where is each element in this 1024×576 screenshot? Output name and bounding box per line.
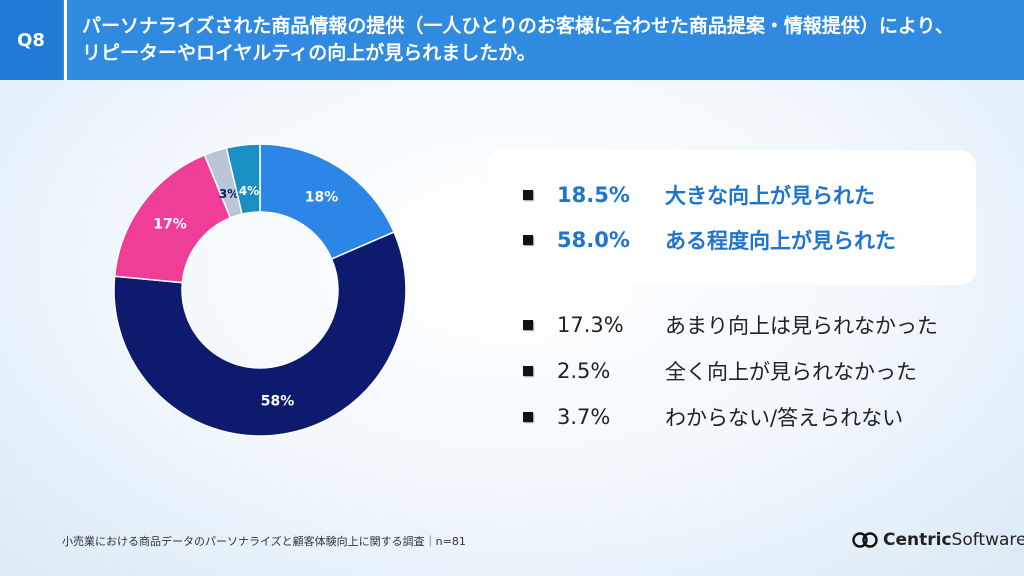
- question-number: Q8: [0, 0, 62, 80]
- legend-item-unknown: 3.7% わからない/答えられない: [523, 399, 903, 435]
- legend-label: ある程度向上が見られた: [665, 229, 896, 253]
- legend-item-large-improvement: 18.5% 大きな向上が見られた: [523, 177, 875, 213]
- legend-label: 大きな向上が見られた: [665, 184, 875, 208]
- legend-percent: 2.5%: [557, 359, 611, 383]
- legend-percent: 18.5%: [557, 183, 630, 207]
- legend-label: わからない/答えられない: [665, 406, 904, 430]
- donut-chart: 18% 58% 17% 3% 4%: [113, 143, 407, 437]
- legend-item-no-improvement: 2.5% 全く向上が見られなかった: [523, 353, 917, 389]
- legend-label: 全く向上が見られなかった: [665, 360, 917, 384]
- question-title: パーソナライズされた商品情報の提供（一人ひとりのお客様に合わせた商品提案・情報提…: [82, 13, 1012, 67]
- legend-item-some-improvement: 58.0% ある程度向上が見られた: [523, 222, 896, 258]
- donut-slice: [225, 143, 261, 216]
- slice-data-label: 3%: [219, 187, 239, 201]
- centric-logo-icon: [852, 532, 878, 548]
- legend-bullet: [523, 366, 533, 376]
- highlight-box: [487, 150, 976, 285]
- slice-data-label: 18%: [305, 189, 339, 205]
- legend-bullet: [523, 412, 533, 422]
- header-divider: [64, 0, 67, 80]
- donut-slice: [113, 231, 407, 437]
- legend-percent: 17.3%: [557, 313, 624, 337]
- slice-data-label: 17%: [153, 216, 187, 232]
- legend-bullet: [523, 235, 533, 245]
- legend-label: あまり向上は見られなかった: [665, 314, 938, 338]
- slice-data-label: 4%: [239, 184, 259, 198]
- slice-data-label: 58%: [261, 394, 295, 410]
- header-bar: Q8 パーソナライズされた商品情報の提供（一人ひとりのお客様に合わせた商品提案・…: [0, 0, 1024, 80]
- title-line-2: リピーターやロイヤルティの向上が見られましたか。: [82, 42, 536, 64]
- legend-percent: 58.0%: [557, 228, 630, 252]
- survey-source: 小売業における商品データのパーソナライズと顧客体験向上に関する調査｜n=81: [62, 535, 466, 548]
- legend-item-little-improvement: 17.3% あまり向上は見られなかった: [523, 307, 938, 343]
- legend-percent: 3.7%: [557, 405, 611, 429]
- legend-bullet: [523, 320, 533, 330]
- title-line-1: パーソナライズされた商品情報の提供（一人ひとりのお客様に合わせた商品提案・情報提…: [82, 15, 954, 37]
- brand-name-light: Software: [951, 530, 1024, 550]
- brand-name-bold: Centric: [883, 530, 952, 550]
- legend-bullet: [523, 190, 533, 200]
